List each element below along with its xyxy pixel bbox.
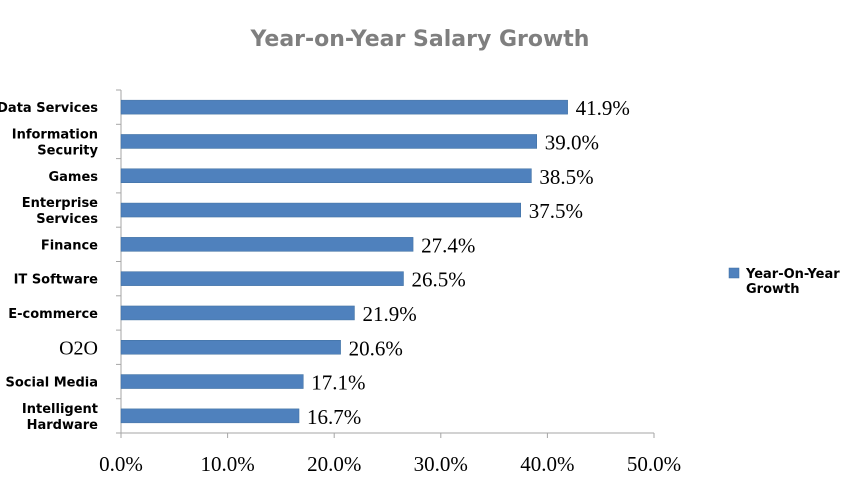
x-tick-label: 0.0% xyxy=(99,452,143,476)
x-tick-label: 10.0% xyxy=(200,452,254,476)
data-label: 20.6% xyxy=(349,336,403,360)
data-label: 37.5% xyxy=(529,199,583,223)
category-label: Games xyxy=(48,170,98,185)
bar xyxy=(120,305,355,321)
category-label-line: Social Media xyxy=(6,376,99,391)
category-label-line: Intelligent xyxy=(22,402,98,417)
bar xyxy=(120,202,521,218)
x-tick-label: 50.0% xyxy=(627,452,681,476)
category-label-line: IT Software xyxy=(14,273,99,288)
category-label: Information Security xyxy=(12,127,99,158)
bar xyxy=(120,237,414,252)
data-label: 39.0% xyxy=(545,130,599,154)
legend-label: Year-On-Year Growth xyxy=(745,267,840,297)
category-label-line: Information xyxy=(12,127,98,142)
legend-label-line: Growth xyxy=(746,282,800,297)
bar xyxy=(120,340,341,355)
bar xyxy=(120,408,300,424)
data-label: 38.5% xyxy=(539,165,593,189)
bar xyxy=(120,99,568,115)
category-label-line: Hardware xyxy=(27,418,99,433)
data-label: 27.4% xyxy=(421,233,475,257)
category-label-line: E-commerce xyxy=(8,307,98,322)
data-label: 26.5% xyxy=(411,268,465,292)
category-label-line: Games xyxy=(48,170,98,185)
category-label-line: Services xyxy=(36,212,98,227)
data-label: 41.9% xyxy=(576,96,630,120)
category-label: Data Services xyxy=(0,101,98,116)
category-label-line: O2O xyxy=(59,337,98,359)
bar xyxy=(120,271,404,286)
bar xyxy=(120,168,532,183)
data-label: 17.1% xyxy=(311,371,365,395)
category-label: Intelligent Hardware xyxy=(22,402,98,433)
category-label: Enterprise Services xyxy=(22,196,99,227)
chart-title: Year-on-Year Salary Growth xyxy=(250,27,590,52)
bar xyxy=(120,374,304,389)
legend-label-line: Year-On-Year xyxy=(745,267,840,282)
category-label: Finance xyxy=(41,238,98,253)
x-tick-label: 30.0% xyxy=(414,452,468,476)
x-tick-label: 20.0% xyxy=(307,452,361,476)
x-tick-label: 40.0% xyxy=(520,452,574,476)
category-label-line: Enterprise xyxy=(22,196,98,211)
category-label: Social Media xyxy=(6,376,99,391)
category-label-line: Security xyxy=(37,143,98,158)
legend-swatch xyxy=(728,267,740,279)
category-label: IT Software xyxy=(14,273,99,288)
category-label: O2O xyxy=(59,337,98,359)
bar xyxy=(120,134,537,149)
category-label-line: Data Services xyxy=(0,101,98,116)
data-label: 16.7% xyxy=(307,405,361,429)
category-label-line: Finance xyxy=(41,238,98,253)
category-label: E-commerce xyxy=(8,307,98,322)
data-label: 21.9% xyxy=(362,302,416,326)
